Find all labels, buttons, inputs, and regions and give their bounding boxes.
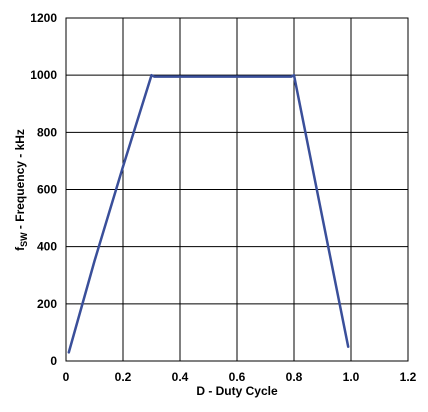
y-tick-label: 600 — [37, 183, 57, 197]
x-tick-label: 0 — [63, 370, 70, 384]
series-line — [67, 73, 350, 354]
x-tick-label: 1.2 — [400, 370, 417, 384]
y-tick-label: 0 — [50, 354, 57, 368]
y-tick-label: 400 — [37, 240, 57, 254]
x-tick-label: 0.2 — [115, 370, 132, 384]
y-tick-label: 800 — [37, 125, 57, 139]
grid — [66, 18, 408, 361]
x-axis-title: D - Duty Cycle — [196, 384, 278, 398]
y-tick-label: 200 — [37, 297, 57, 311]
plot-border — [65, 17, 409, 362]
x-tick-label: 0.8 — [286, 370, 303, 384]
y-tick-labels: 0 200 400 600 800 1000 1200 — [30, 11, 57, 368]
y-tick-label: 1200 — [30, 11, 57, 25]
series-layer — [67, 73, 350, 354]
x-tick-labels: 0 0.2 0.4 0.6 0.8 1.0 1.2 — [63, 370, 417, 384]
y-axis-title: fSW - Frequency - kHz — [13, 129, 29, 251]
x-tick-label: 0.6 — [229, 370, 246, 384]
x-tick-label: 0.4 — [172, 370, 189, 384]
x-tick-label: 1.0 — [343, 370, 360, 384]
y-tick-label: 1000 — [30, 68, 57, 82]
